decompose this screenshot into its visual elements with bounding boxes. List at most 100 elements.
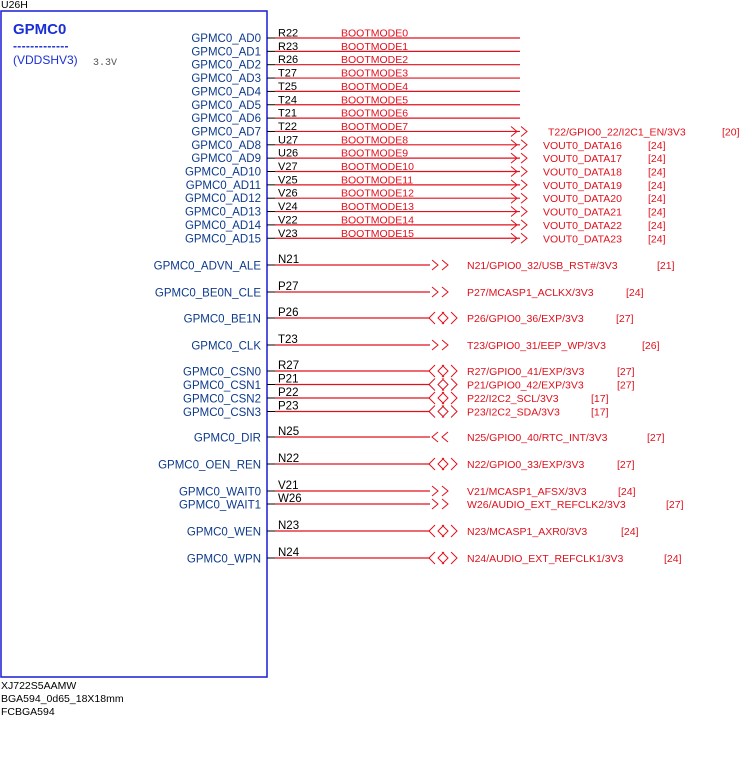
control-pin-row: GPMC0_CSN0 R27 R27/GPIO0_41/EXP/3V3 [27]: [183, 360, 635, 379]
ball-number-label: P23: [278, 401, 298, 413]
component-supply-domain: (VDDSHV3): [13, 53, 78, 67]
pin-name-label: GPMC0_AD9: [191, 153, 261, 165]
pin-name-label: GPMC0_BE0N_CLE: [155, 288, 261, 300]
ball-number-label: V25: [278, 174, 298, 186]
page-reference: [24]: [648, 193, 666, 205]
page-reference: [24]: [648, 153, 666, 165]
boot-pin-row: GPMC0_AD14 V22 BOOTMODE14 VOUT0_DATA22 [24]: [185, 214, 666, 232]
offpage-connector: [510, 126, 528, 137]
net-name-label: BOOTMODE9: [341, 148, 408, 160]
boot-pin-row: GPMC0_AD13 V24 BOOTMODE13 VOUT0_DATA21 [24]: [185, 201, 666, 219]
component-title-separator: -------------: [13, 39, 69, 53]
pin-name-label: GPMC0_AD3: [191, 73, 261, 85]
offpage-connector: [510, 166, 528, 177]
page-reference: [17]: [591, 407, 609, 419]
page-reference: [24]: [648, 220, 666, 232]
page-reference: [21]: [657, 260, 675, 272]
pin-name-label: GPMC0_CSN1: [183, 380, 261, 392]
offpage-net-label: VOUT0_DATA20: [543, 193, 622, 205]
page-reference: [24]: [626, 287, 644, 299]
control-pin-row: GPMC0_BE1N P26 P26/GPIO0_36/EXP/3V3 [27]: [184, 307, 634, 326]
pin-name-label: GPMC0_WAIT0: [179, 487, 261, 499]
boot-pin-group: GPMC0_AD0 R22 BOOTMODE0 GPMC0_AD1 R23 BOOTMOD…: [185, 28, 740, 246]
boot-pin-row: GPMC0_AD5 T24 BOOTMODE5: [191, 94, 520, 112]
component-part-number: XJ722S5AAMW: [1, 680, 76, 692]
offpage-net-label: P22/I2C2_SCL/3V3: [467, 393, 559, 405]
ball-number-label: V24: [278, 201, 298, 213]
ball-number-label: P21: [278, 374, 298, 386]
offpage-net-label: VOUT0_DATA17: [543, 153, 622, 165]
ball-number-label: N21: [278, 254, 299, 266]
component-group-title: GPMC0: [13, 21, 66, 38]
offpage-connector: [431, 498, 449, 510]
pin-name-label: GPMC0_CSN0: [183, 367, 261, 379]
component-supply-voltage: 3.3V: [93, 58, 117, 69]
ball-number-label: R23: [278, 41, 298, 53]
ball-number-label: N24: [278, 547, 300, 559]
pin-name-label: GPMC0_OEN_REN: [158, 460, 261, 472]
control-pin-row: GPMC0_CSN1 P21 P21/GPIO0_42/EXP/3V3 [27]: [183, 374, 635, 393]
ball-number-label: T21: [278, 108, 297, 120]
pin-name-label: GPMC0_BE1N: [184, 314, 261, 326]
boot-pin-row: GPMC0_AD2 R26 BOOTMODE2: [191, 54, 520, 72]
ball-number-label: U26: [278, 148, 298, 160]
ball-number-label: T24: [278, 94, 297, 106]
boot-pin-row: GPMC0_AD3 T27 BOOTMODE3: [191, 68, 520, 85]
control-pin-row: GPMC0_WAIT0 V21 V21/MCASP1_AFSX/3V3 [24]: [179, 480, 636, 499]
page-reference: [27]: [617, 459, 635, 471]
boot-pin-row: GPMC0_AD9 U26 BOOTMODE9 VOUT0_DATA17 [24]: [191, 148, 665, 166]
ball-number-label: T22: [278, 121, 297, 133]
pin-name-label: GPMC0_AD2: [191, 60, 261, 72]
offpage-connector: [428, 391, 458, 405]
pin-name-label: GPMC0_CLK: [191, 341, 261, 353]
net-name-label: BOOTMODE7: [341, 121, 408, 133]
pin-name-label: GPMC0_ADVN_ALE: [154, 261, 262, 273]
page-reference: [27]: [617, 380, 635, 392]
ball-number-label: T23: [278, 334, 298, 346]
pin-name-label: GPMC0_AD12: [185, 193, 261, 205]
page-reference: [24]: [648, 140, 666, 152]
boot-pin-row: GPMC0_AD6 T21 BOOTMODE6: [191, 108, 520, 125]
ball-number-label: P27: [278, 281, 298, 293]
pin-name-label: GPMC0_AD10: [185, 167, 261, 179]
pin-name-label: GPMC0_AD1: [191, 46, 261, 58]
ball-number-label: V23: [278, 228, 298, 240]
net-name-label: BOOTMODE1: [341, 41, 408, 53]
ball-number-label: N25: [278, 426, 299, 438]
ball-number-label: V22: [278, 214, 298, 226]
pin-name-label: GPMC0_AD4: [191, 86, 261, 98]
ball-number-label: V27: [278, 161, 298, 173]
offpage-connector: [428, 364, 458, 378]
offpage-net-label: P26/GPIO0_36/EXP/3V3: [467, 313, 584, 325]
page-reference: [27]: [617, 366, 635, 378]
offpage-connector: [510, 152, 528, 164]
ball-number-label: U27: [278, 134, 298, 146]
net-name-label: BOOTMODE0: [341, 28, 408, 40]
pin-name-label: GPMC0_AD6: [191, 113, 261, 125]
offpage-connector: [510, 139, 528, 151]
pin-name-label: GPMC0_CSN3: [183, 407, 261, 419]
net-name-label: BOOTMODE5: [341, 94, 408, 106]
offpage-connector: [428, 457, 458, 471]
net-name-label: BOOTMODE3: [341, 68, 408, 80]
pin-name-label: GPMC0_AD13: [185, 207, 261, 219]
page-reference: [27]: [666, 499, 684, 511]
ball-number-label: P22: [278, 387, 298, 399]
ball-number-label: N22: [278, 453, 299, 465]
boot-pin-row: GPMC0_AD10 V27 BOOTMODE10 VOUT0_DATA18 [24]: [185, 161, 666, 179]
ball-number-label: T27: [278, 68, 297, 80]
offpage-net-label: N22/GPIO0_33/EXP/3V3: [467, 459, 584, 471]
control-pin-row: GPMC0_ADVN_ALE N21 N21/GPIO0_32/USB_RST#/3…: [154, 254, 675, 273]
ball-number-label: V26: [278, 188, 298, 200]
offpage-net-label: P27/MCASP1_ACLKX/3V3: [467, 287, 594, 299]
page-reference: [24]: [621, 526, 639, 538]
control-pin-row: GPMC0_DIR N25 N25/GPIO0_40/RTC_INT/3V3 [27]: [194, 426, 665, 445]
offpage-net-label: VOUT0_DATA19: [543, 180, 622, 192]
offpage-connector: [431, 485, 449, 497]
boot-pin-row: GPMC0_AD4 T25 BOOTMODE4: [191, 81, 520, 98]
net-name-label: BOOTMODE6: [341, 108, 408, 120]
ball-number-label: V21: [278, 480, 298, 492]
net-name-label: BOOTMODE15: [341, 228, 414, 240]
offpage-connector: [431, 339, 449, 351]
